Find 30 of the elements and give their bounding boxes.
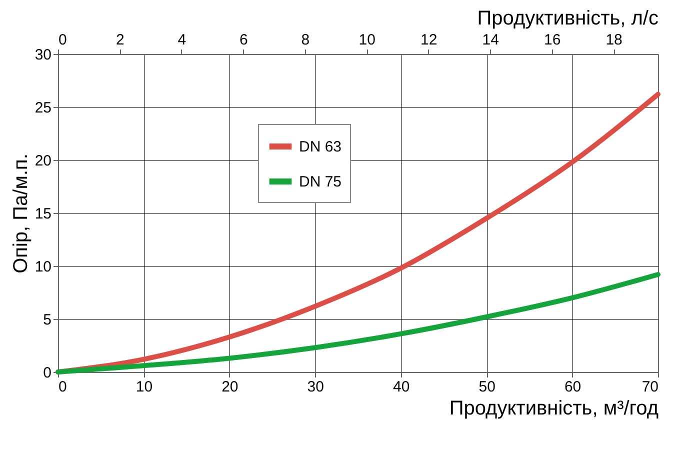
x-tick-label: 70 — [642, 378, 658, 396]
x-axis-title: Продуктивність, м³/год — [449, 398, 659, 420]
x2-tick-label: 4 — [178, 32, 186, 48]
legend-label: DN 63 — [299, 138, 342, 156]
x-tick-label: 50 — [478, 378, 496, 396]
y-tick-label: 15 — [34, 206, 52, 222]
x2-tick-label: 12 — [420, 32, 438, 48]
x2-axis-title: Продуктивність, л/с — [477, 8, 658, 30]
x2-tick-label: 14 — [482, 32, 499, 48]
x2-tick-label: 16 — [544, 32, 561, 48]
x2-tick-label: 0 — [58, 32, 67, 48]
x-tick-label: 30 — [307, 378, 324, 396]
y-tick-label: 20 — [34, 152, 52, 170]
x-tick-label: 10 — [136, 378, 153, 396]
legend-label: DN 75 — [299, 174, 342, 190]
y-tick-label: 10 — [34, 258, 52, 276]
y-tick-label: 25 — [34, 100, 52, 116]
x2-tick-label: 2 — [116, 32, 124, 48]
x-tick-label: 40 — [393, 378, 410, 396]
x-tick-label: 60 — [564, 378, 582, 396]
x2-tick-label: 8 — [301, 32, 310, 48]
x2-tick-label: 6 — [240, 32, 248, 48]
y-tick-label: 0 — [43, 364, 52, 382]
y-axis-title: Опір, Па/м.п. — [10, 154, 32, 274]
x2-tick-label: 10 — [358, 32, 376, 48]
x2-tick-label: 18 — [606, 32, 622, 48]
y-tick-label: 30 — [34, 46, 52, 64]
y-tick-label: 5 — [43, 312, 52, 328]
x-tick-label: 0 — [58, 378, 67, 396]
x-tick-label: 20 — [222, 378, 238, 396]
